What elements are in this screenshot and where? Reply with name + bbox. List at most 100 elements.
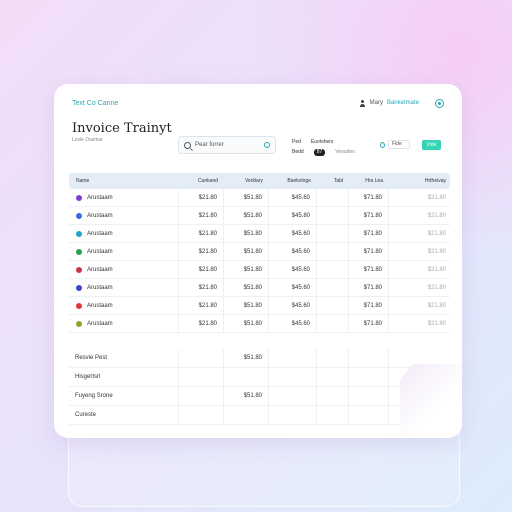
summary-empty-cell bbox=[179, 368, 224, 386]
summary-row: Fuyeng Srone $51.80 bbox=[69, 387, 450, 406]
summary-empty-cell bbox=[349, 406, 389, 424]
value-cell: $21.80 bbox=[427, 248, 446, 255]
value-cell: $45.60 bbox=[269, 297, 317, 314]
table-row[interactable]: Arustaam $21.80 $51.80 $45.60 $71.80 $21.80 bbox=[69, 243, 450, 261]
col-header[interactable]: Bankologe bbox=[287, 178, 311, 184]
table-row[interactable]: Arustaam $21.80 $51.80 $45.60 $71.80 $21.80 bbox=[69, 315, 450, 333]
row-name: Arustaam bbox=[87, 320, 113, 327]
value-cell: $21.80 bbox=[179, 297, 224, 314]
status-dot-icon bbox=[76, 230, 82, 237]
col-header[interactable]: Hra Lea bbox=[365, 178, 383, 184]
value-cell: $51.80 bbox=[224, 225, 269, 242]
dropdown-value[interactable]: Fide bbox=[388, 140, 410, 149]
filter-label-1[interactable]: Ped bbox=[292, 139, 301, 145]
row-name: Arustaam bbox=[87, 230, 113, 237]
filter-label-3[interactable]: Bedd bbox=[292, 149, 304, 155]
summary-empty-cell bbox=[179, 406, 224, 424]
row-name: Arustaam bbox=[87, 302, 113, 309]
col-header[interactable]: Cunkand bbox=[197, 178, 218, 184]
summary-label: Resvie Pest bbox=[69, 349, 179, 367]
value-cell: $51.80 bbox=[224, 243, 269, 260]
value-cell: $51.80 bbox=[224, 261, 269, 278]
value-cell: $21.80 bbox=[179, 243, 224, 260]
summary-section: Resvie Pest $51.80 Hisgertsrl Fuyeng Sro… bbox=[69, 349, 450, 425]
name-cell: Arustaam bbox=[69, 279, 179, 296]
user-icon bbox=[359, 99, 366, 107]
col-header[interactable]: Hrtheivay bbox=[424, 178, 446, 184]
value-cell: $71.80 bbox=[349, 225, 389, 242]
table-row[interactable]: Arustaam $21.80 $51.80 $45.80 $71.80 $21.80 bbox=[69, 207, 450, 225]
summary-empty-cell bbox=[269, 406, 317, 424]
value-cell: $51.80 bbox=[224, 297, 269, 314]
col-header[interactable]: Tabl bbox=[333, 178, 343, 184]
value-cell: $21.80 bbox=[427, 194, 446, 201]
summary-value: $51.80 bbox=[224, 387, 269, 405]
col-header[interactable]: Verklary bbox=[244, 178, 263, 184]
status-dot-icon bbox=[76, 212, 82, 219]
page-subtitle: Lnsle Dasmai bbox=[72, 137, 103, 143]
value-cell bbox=[317, 243, 349, 260]
search-submit-icon[interactable] bbox=[264, 142, 270, 148]
value-cell bbox=[317, 261, 349, 278]
value-cell: $71.80 bbox=[349, 297, 389, 314]
value-cell: $45.60 bbox=[269, 261, 317, 278]
row-name: Arustaam bbox=[87, 266, 113, 273]
page-title: Invoice Trainyt bbox=[72, 121, 172, 136]
status-dot-icon bbox=[76, 302, 82, 309]
table-body: Arustaam $21.80 $51.80 $45.60 $71.80 $21.80 A… bbox=[69, 189, 450, 333]
user-label[interactable]: Mary bbox=[369, 100, 383, 106]
value-cell: $45.60 bbox=[269, 225, 317, 242]
user-link[interactable]: Banketmate bbox=[386, 100, 419, 106]
status-dot-icon bbox=[76, 248, 82, 255]
search-input[interactable]: Pear furrer bbox=[178, 136, 276, 154]
value-cell: $45.80 bbox=[269, 207, 317, 224]
brand-name[interactable]: Text Co Canne bbox=[72, 99, 119, 107]
summary-empty-cell bbox=[349, 349, 389, 367]
summary-label: Cureste bbox=[69, 406, 179, 424]
value-cell: $21.80 bbox=[427, 266, 446, 273]
summary-row: Resvie Pest $51.80 bbox=[69, 349, 450, 368]
value-cell: $45.60 bbox=[269, 189, 317, 206]
value-cell: $71.80 bbox=[349, 243, 389, 260]
status-dot-icon bbox=[76, 266, 82, 273]
summary-value: $51.80 bbox=[224, 349, 269, 367]
view-button[interactable]: Vide bbox=[422, 140, 441, 150]
summary-empty-cell bbox=[349, 387, 389, 405]
table-row[interactable]: Arustaam $21.80 $51.80 $45.60 $71.80 $21.80 bbox=[69, 261, 450, 279]
value-cell: $21.80 bbox=[427, 212, 446, 219]
value-cell bbox=[317, 207, 349, 224]
value-cell bbox=[317, 279, 349, 296]
summary-empty-cell bbox=[269, 387, 317, 405]
name-cell: Arustaam bbox=[69, 243, 179, 260]
summary-empty-cell bbox=[349, 368, 389, 386]
value-cell: $51.80 bbox=[224, 207, 269, 224]
value-cell: $21.80 bbox=[427, 284, 446, 291]
value-cell: $51.80 bbox=[224, 279, 269, 296]
status-dot-icon bbox=[76, 320, 82, 327]
filter-label-2[interactable]: Euotshers bbox=[310, 139, 334, 145]
table-row[interactable]: Arustaam $21.80 $51.80 $45.60 $71.80 $21.80 bbox=[69, 279, 450, 297]
filter-label-4[interactable]: Venudeo bbox=[335, 149, 355, 155]
status-dot-icon bbox=[76, 194, 82, 201]
summary-empty-cell bbox=[179, 387, 224, 405]
table-row[interactable]: Arustaam $21.80 $51.80 $45.60 $71.80 $21.80 bbox=[69, 225, 450, 243]
value-cell: $21.80 bbox=[179, 189, 224, 206]
invoice-card: Text Co Canne Mary Banketmate Invoice Tr… bbox=[54, 84, 462, 438]
summary-empty-cell bbox=[317, 349, 349, 367]
summary-label: Hisgertsrl bbox=[69, 368, 179, 386]
value-cell: $21.80 bbox=[179, 225, 224, 242]
settings-icon[interactable] bbox=[435, 98, 444, 108]
row-name: Arustaam bbox=[87, 212, 113, 219]
value-cell: $21.80 bbox=[179, 315, 224, 332]
filter-count-badge[interactable]: 87 bbox=[313, 148, 326, 156]
type-dropdown[interactable]: Fide bbox=[380, 140, 410, 149]
summary-empty-cell bbox=[269, 368, 317, 386]
name-cell: Arustaam bbox=[69, 189, 179, 206]
table-row[interactable]: Arustaam $21.80 $51.80 $45.60 $71.80 $21.80 bbox=[69, 189, 450, 207]
table-row[interactable]: Arustaam $21.80 $51.80 $45.60 $71.80 $21.80 bbox=[69, 297, 450, 315]
col-header[interactable]: Name bbox=[76, 178, 90, 184]
value-cell: $21.80 bbox=[179, 261, 224, 278]
row-name: Arustaam bbox=[87, 284, 113, 291]
summary-label: Fuyeng Srone bbox=[69, 387, 179, 405]
value-cell: $45.60 bbox=[269, 279, 317, 296]
